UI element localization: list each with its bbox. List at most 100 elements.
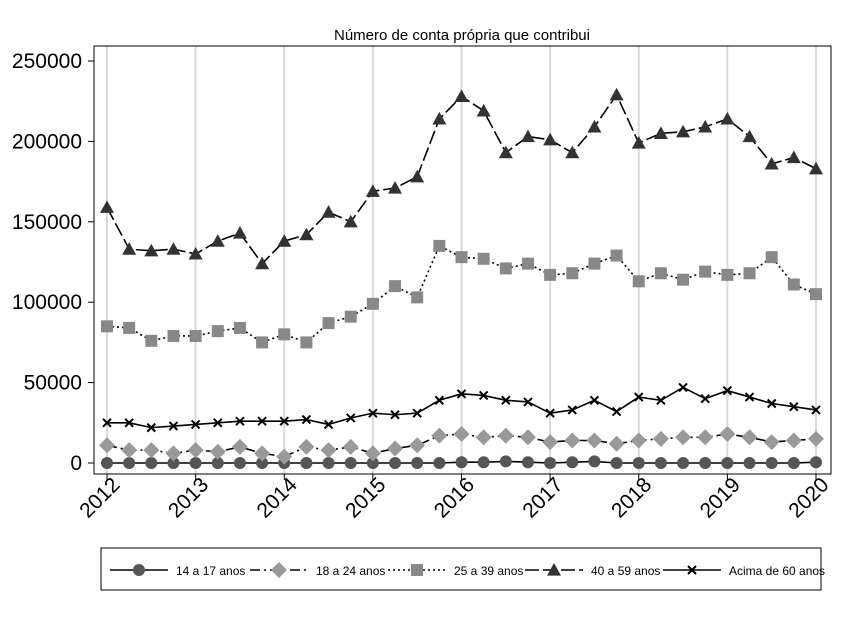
data-point [475,429,492,446]
data-point [434,395,445,405]
data-point [521,456,534,469]
data-point [719,426,736,443]
data-point [631,136,646,149]
data-point [411,457,424,469]
data-point [102,418,112,428]
data-point [520,129,535,143]
data-point [787,278,800,291]
data-point [412,408,422,418]
data-point [323,419,334,430]
data-point [789,402,799,412]
data-point [213,418,223,428]
y-tick-label: 50000 [24,372,82,395]
data-point [210,234,225,247]
data-point [678,382,688,393]
data-point [610,249,623,262]
data-point [787,457,800,469]
data-point [168,421,179,431]
data-point [189,457,202,469]
data-point [687,565,697,575]
series-group [99,87,824,469]
data-point [209,443,226,460]
data-point [497,427,514,444]
data-point [721,457,734,469]
x-tick-label: 2014 [252,473,302,523]
data-point [545,408,555,418]
data-point [101,457,113,469]
data-point [587,119,602,133]
y-tick-label: 150000 [12,211,82,234]
data-point [145,457,158,469]
x-tick-label: 2015 [341,473,390,522]
data-point [433,457,446,469]
series-acima-de-60-anos [102,382,821,433]
data-point [547,563,561,576]
data-point [654,457,667,469]
data-point [188,246,203,260]
data-point [677,273,690,286]
data-point [499,455,512,468]
data-point [521,257,534,270]
data-point [677,457,690,469]
data-point [344,310,357,323]
data-point [143,442,160,459]
y-tick-label: 0 [70,452,82,475]
data-point [388,181,403,194]
series-25-a-39-anos [101,239,822,349]
legend-item: 14 a 17 anos [110,564,245,578]
data-point [610,457,623,469]
legend-label: 40 a 59 anos [591,564,660,578]
x-tick-label: 2016 [430,473,479,522]
data-point [431,427,448,444]
data-point [254,445,271,462]
data-point [432,111,447,125]
data-point [299,227,314,241]
data-point [809,161,823,175]
data-point [257,416,267,426]
legend: 14 a 17 anos 18 a 24 anos 25 a 39 anos 40 a… [110,562,825,578]
data-point [187,442,204,459]
data-point [122,242,137,255]
data-point [675,429,692,446]
data-point [133,564,145,576]
data-point [298,438,315,455]
data-point [322,457,335,469]
data-point [477,252,490,265]
data-point [810,288,822,301]
data-point [700,393,710,404]
x-tick-label: 2018 [607,473,656,522]
data-point [632,457,645,469]
data-point [322,317,335,330]
data-point [235,416,245,426]
data-point [190,419,201,430]
data-point [476,103,491,117]
plot-frame [93,45,832,475]
data-point [588,257,601,270]
legend-label: 25 a 39 anos [454,564,523,578]
data-point [279,416,289,426]
data-point [368,408,378,418]
data-point [145,334,158,347]
data-point [808,430,824,447]
y-tick-label: 100000 [12,291,82,314]
data-point [256,457,269,469]
data-point [144,243,159,257]
data-point [653,126,668,139]
data-point [343,214,358,228]
data-point [365,184,380,197]
series-14-a-17-anos [101,455,822,469]
data-point [656,395,666,405]
data-point [697,429,714,446]
legend-label: 14 a 17 anos [176,564,245,578]
data-point [764,156,779,170]
y-tick-label: 250000 [12,50,82,73]
data-point [387,440,404,457]
data-point [543,132,558,146]
data-point [232,226,247,239]
series-40-a-59-anos [100,87,823,270]
data-point [455,251,468,264]
data-point [256,336,269,349]
x-tick-label: 2020 [784,473,833,522]
legend-box [100,547,822,591]
